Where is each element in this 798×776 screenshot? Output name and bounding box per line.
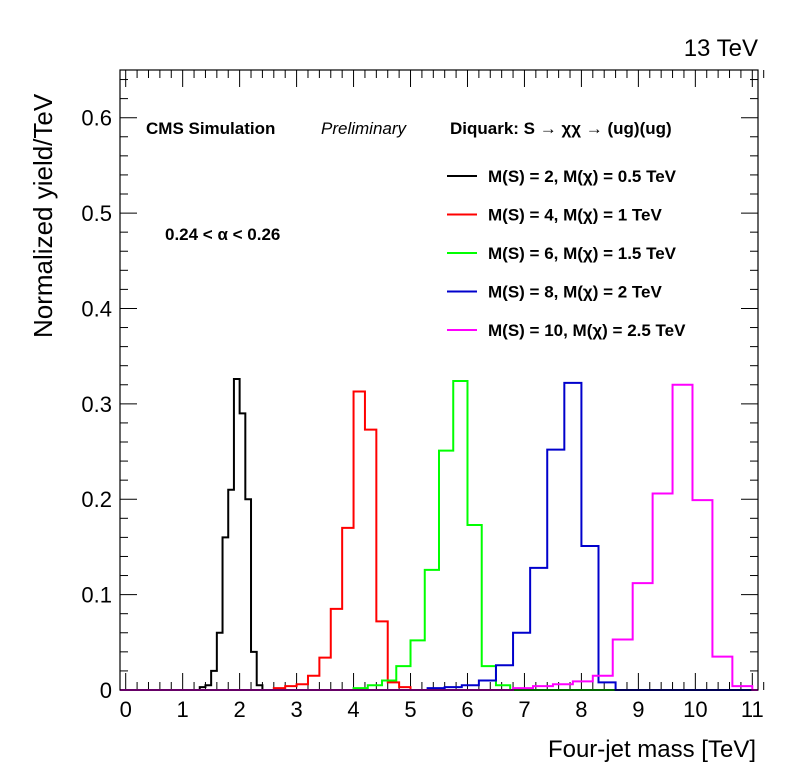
y-tick-label: 0 <box>100 678 112 703</box>
legend-label-2: M(S) = 4, M(χ) = 1 TeV <box>488 206 662 225</box>
axis-ticks <box>120 70 765 691</box>
x-tick-label: 3 <box>290 697 302 722</box>
legend-label-3: M(S) = 6, M(χ) = 1.5 TeV <box>488 244 677 263</box>
y-axis-label: Normalized yield/TeV <box>28 93 58 338</box>
x-tick-label: 5 <box>404 697 416 722</box>
histogram-series-2 <box>120 390 758 691</box>
x-tick-label: 11 <box>741 697 764 722</box>
cms-sublabel: Preliminary <box>321 119 408 138</box>
y-tick-label: 0.6 <box>81 106 112 131</box>
y-tick-label: 0.3 <box>81 392 112 417</box>
legend-label-5: M(S) = 10, M(χ) = 2.5 TeV <box>488 321 686 340</box>
histogram-series-1 <box>120 378 758 691</box>
y-tick-label: 0.2 <box>81 487 112 512</box>
x-tick-label: 0 <box>120 697 132 722</box>
x-tick-label: 7 <box>518 697 530 722</box>
cms-label: CMS Simulation <box>146 119 275 138</box>
y-tick-label: 0.4 <box>81 296 112 321</box>
x-tick-label: 9 <box>632 697 644 722</box>
x-tick-label: 6 <box>461 697 473 722</box>
x-tick-label: 10 <box>683 697 707 722</box>
histogram-series-5 <box>120 383 758 691</box>
plot-frame <box>119 69 759 691</box>
x-axis-label: Four-jet mass [TeV] <box>548 736 756 763</box>
histogram-series-3 <box>120 379 758 691</box>
histograms <box>120 378 758 691</box>
x-tick-label: 1 <box>177 697 189 722</box>
x-tick-label: 8 <box>575 697 587 722</box>
process-label: Diquark: S → χχ → (ug)(ug) <box>450 119 672 138</box>
energy-label: 13 TeV <box>684 35 758 62</box>
alpha-selection-label: 0.24 < α < 0.26 <box>165 225 280 244</box>
legend: M(S) = 2, M(χ) = 0.5 TeV M(S) = 4, M(χ) =… <box>447 167 686 340</box>
y-tick-label: 0.5 <box>81 201 112 226</box>
x-tick-label: 2 <box>234 697 246 722</box>
histogram-series-4 <box>120 381 758 691</box>
x-tick-label: 4 <box>347 697 359 722</box>
y-tick-label: 0.1 <box>81 583 112 608</box>
y-tick-labels: 0 0.1 0.2 0.3 0.4 0.5 0.6 <box>81 106 112 703</box>
legend-label-4: M(S) = 8, M(χ) = 2 TeV <box>488 283 662 302</box>
legend-label-1: M(S) = 2, M(χ) = 0.5 TeV <box>488 167 677 186</box>
x-tick-labels: 0 1 2 3 4 5 6 7 8 9 10 11 <box>120 697 764 722</box>
